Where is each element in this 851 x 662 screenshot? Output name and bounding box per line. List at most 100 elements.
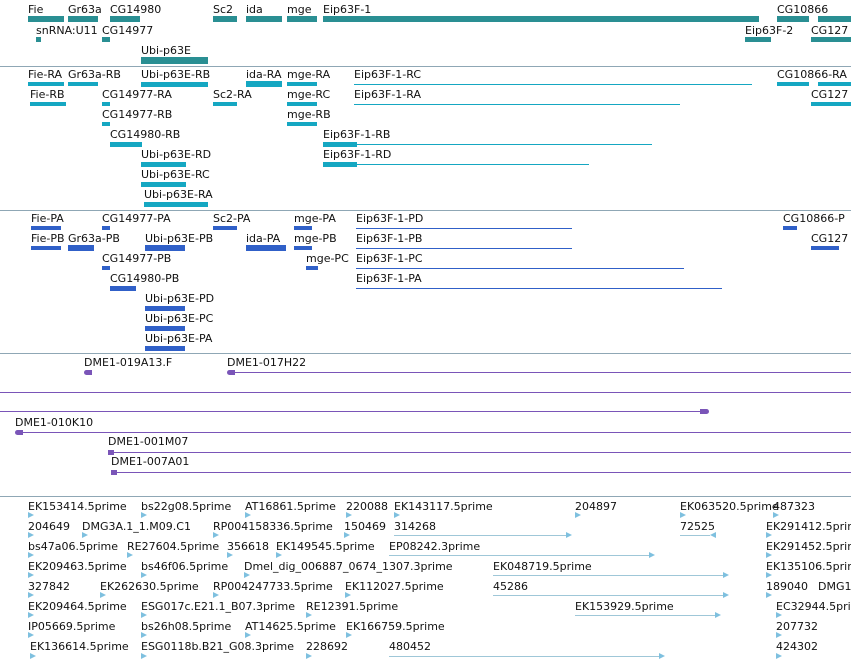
gene-feature[interactable] [287, 16, 317, 22]
est-feature[interactable] [346, 632, 352, 638]
gene-feature[interactable] [246, 16, 282, 22]
est-feature[interactable] [141, 612, 147, 618]
clone-feature[interactable] [15, 430, 23, 435]
est-feature[interactable] [213, 532, 219, 538]
est-feature[interactable] [28, 592, 34, 598]
transcript-feature[interactable] [323, 142, 357, 147]
gene-feature[interactable] [213, 16, 237, 22]
polypeptide-feature[interactable] [102, 266, 110, 270]
gene-feature[interactable] [777, 16, 809, 22]
polypeptide-feature[interactable] [294, 226, 312, 230]
transcript-feature[interactable] [287, 82, 317, 86]
polypeptide-feature[interactable] [110, 286, 136, 291]
polypeptide-feature[interactable] [306, 266, 318, 270]
polypeptide-feature[interactable] [294, 246, 312, 250]
transcript-feature[interactable] [102, 102, 110, 106]
polypeptide-feature[interactable] [31, 246, 61, 250]
transcript-feature[interactable] [144, 202, 208, 207]
est-feature[interactable] [28, 552, 34, 558]
est-feature[interactable] [28, 532, 34, 538]
transcript-feature[interactable] [246, 81, 282, 87]
transcript-feature[interactable] [213, 102, 237, 106]
polypeptide-feature[interactable] [811, 246, 839, 250]
transcript-feature[interactable] [323, 162, 357, 167]
polypeptide-feature[interactable] [145, 245, 185, 251]
gene-feature[interactable] [323, 16, 759, 22]
est-feature[interactable] [30, 653, 36, 659]
gene-feature[interactable] [36, 37, 41, 42]
polypeptide-feature[interactable] [145, 326, 185, 331]
est-feature[interactable] [227, 552, 233, 558]
est-feature[interactable] [766, 532, 772, 538]
polypeptide-feature[interactable] [68, 245, 94, 251]
gene-feature[interactable] [68, 16, 98, 22]
est-feature[interactable] [710, 532, 716, 538]
transcript-feature[interactable] [818, 82, 851, 86]
transcript-feature[interactable] [30, 102, 66, 106]
polypeptide-feature[interactable] [783, 226, 797, 230]
est-feature[interactable] [141, 653, 147, 659]
transcript-feature[interactable] [141, 182, 186, 187]
gene-feature[interactable] [28, 16, 64, 22]
est-feature[interactable] [276, 552, 282, 558]
est-feature[interactable] [100, 592, 106, 598]
est-feature[interactable] [127, 552, 133, 558]
est-feature[interactable] [680, 512, 686, 518]
est-feature[interactable] [28, 612, 34, 618]
polypeptide-feature[interactable] [31, 226, 61, 230]
transcript-feature[interactable] [287, 122, 317, 126]
gene-feature[interactable] [745, 37, 771, 42]
est-feature[interactable] [306, 612, 312, 618]
transcript-feature[interactable] [777, 82, 809, 86]
est-feature[interactable] [766, 592, 772, 598]
polypeptide-feature[interactable] [145, 306, 185, 311]
est-feature[interactable] [659, 653, 665, 659]
transcript-feature[interactable] [110, 142, 142, 147]
est-feature[interactable] [566, 532, 572, 538]
clone-feature[interactable] [111, 470, 117, 475]
clone-feature[interactable] [227, 370, 235, 375]
polypeptide-feature[interactable] [102, 226, 110, 230]
est-feature[interactable] [28, 512, 34, 518]
est-feature[interactable] [715, 612, 721, 618]
est-feature[interactable] [773, 512, 779, 518]
gene-feature[interactable] [811, 37, 851, 42]
transcript-feature[interactable] [287, 102, 317, 106]
est-feature[interactable] [141, 512, 147, 518]
est-feature[interactable] [344, 532, 350, 538]
est-feature[interactable] [306, 653, 312, 659]
est-feature[interactable] [345, 592, 351, 598]
gene-feature[interactable] [141, 57, 208, 64]
transcript-feature[interactable] [811, 102, 851, 106]
est-feature[interactable] [776, 612, 782, 618]
gene-feature[interactable] [102, 37, 110, 42]
est-feature[interactable] [776, 653, 782, 659]
est-feature[interactable] [28, 632, 34, 638]
est-feature[interactable] [776, 632, 782, 638]
est-feature[interactable] [723, 572, 729, 578]
transcript-feature[interactable] [102, 122, 110, 126]
clone-feature[interactable] [700, 409, 709, 414]
transcript-feature[interactable] [141, 82, 208, 87]
est-feature[interactable] [649, 552, 655, 558]
est-feature[interactable] [723, 592, 729, 598]
est-feature[interactable] [245, 632, 251, 638]
est-feature[interactable] [346, 512, 352, 518]
est-feature[interactable] [766, 552, 772, 558]
est-feature[interactable] [28, 572, 34, 578]
est-feature[interactable] [766, 572, 772, 578]
polypeptide-feature[interactable] [213, 226, 237, 230]
est-feature[interactable] [141, 632, 147, 638]
gene-feature[interactable] [110, 16, 140, 22]
est-feature[interactable] [213, 592, 219, 598]
est-feature[interactable] [82, 532, 88, 538]
est-feature[interactable] [141, 572, 147, 578]
est-feature[interactable] [245, 512, 251, 518]
polypeptide-feature[interactable] [145, 346, 185, 351]
clone-feature[interactable] [84, 370, 92, 375]
transcript-feature[interactable] [28, 82, 64, 86]
polypeptide-feature[interactable] [246, 245, 286, 251]
est-feature[interactable] [575, 512, 581, 518]
gene-feature[interactable] [818, 16, 851, 22]
clone-feature[interactable] [108, 450, 114, 455]
